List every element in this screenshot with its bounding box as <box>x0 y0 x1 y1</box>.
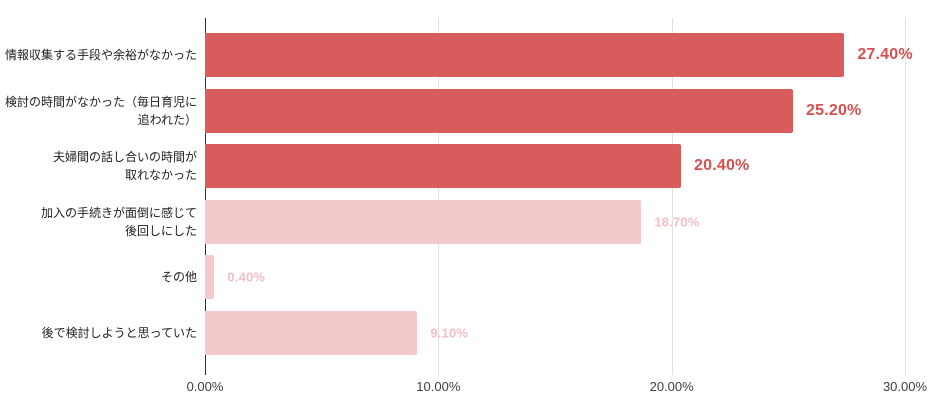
x-tick-label: 20.00% <box>649 379 694 394</box>
bar <box>205 199 642 244</box>
value-label: 9.10% <box>430 325 469 341</box>
bar <box>205 33 845 77</box>
category-label: 情報収集する手段や余裕がなかった <box>4 48 197 62</box>
value-label: 20.40% <box>694 157 750 175</box>
bar <box>205 255 215 300</box>
bar <box>205 144 681 189</box>
gridline <box>905 18 906 375</box>
y-axis-line <box>205 18 206 375</box>
value-label: 27.40% <box>857 46 913 63</box>
category-label: 後で検討しようと思っていた <box>41 326 197 340</box>
gridline <box>671 18 673 375</box>
category-label: 夫婦間の話し合いの時間が 取れなかった <box>52 150 197 183</box>
bar <box>205 88 793 133</box>
x-tick-label: 30.00% <box>882 379 928 394</box>
category-label: その他 <box>160 270 197 285</box>
value-label: 0.40% <box>227 269 266 285</box>
category-label: 検討の時間がなかった（毎日育児に 追われた） <box>4 94 197 127</box>
x-tick-label: 0.00% <box>186 379 224 394</box>
value-label: 18.70% <box>654 214 700 230</box>
category-label: 加入の手続きが面倒に感じて 後回しにした <box>40 205 197 238</box>
value-label: 25.20% <box>806 101 862 119</box>
bar <box>205 311 418 355</box>
x-tick-label: 10.00% <box>416 379 461 394</box>
gridline <box>438 18 440 375</box>
